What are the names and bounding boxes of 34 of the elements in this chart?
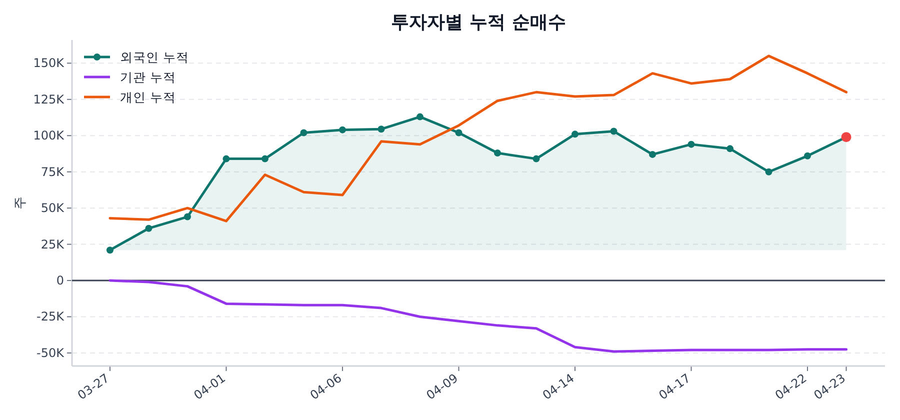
- y-tick-label: 25K: [40, 237, 66, 252]
- chart-title: 투자자별 누적 순매수: [391, 12, 566, 33]
- point: [455, 129, 462, 136]
- y-axis-title: 주: [13, 196, 28, 210]
- point: [184, 213, 191, 220]
- point: [571, 130, 578, 138]
- legend-label: 외국인 누적: [120, 50, 189, 64]
- y-tick-label: 50K: [40, 201, 66, 216]
- point: [300, 129, 308, 136]
- legend-label: 개인 누적: [120, 90, 176, 104]
- point: [416, 113, 424, 120]
- legend-label: 기관 누적: [120, 70, 176, 84]
- point: [765, 168, 772, 176]
- y-tick-label: 100K: [33, 128, 66, 143]
- y-tick-label: -50K: [36, 346, 66, 360]
- point: [145, 224, 152, 232]
- point: [338, 126, 346, 134]
- point: [106, 246, 114, 254]
- y-tick-label: 75K: [40, 164, 66, 179]
- point: [261, 155, 268, 162]
- point: [726, 145, 734, 152]
- point: [378, 126, 385, 133]
- y-tick-label: 150K: [33, 56, 66, 70]
- point: [648, 150, 656, 158]
- point: [494, 150, 501, 157]
- y-tick-label: 125K: [33, 92, 66, 106]
- point: [610, 128, 618, 135]
- point: [532, 155, 540, 162]
- point: [222, 155, 230, 162]
- y-tick-label: 0: [56, 274, 64, 288]
- y-tick-label: -25K: [36, 310, 66, 324]
- point: [804, 152, 811, 160]
- line-series: [108, 279, 848, 353]
- point: [688, 140, 695, 148]
